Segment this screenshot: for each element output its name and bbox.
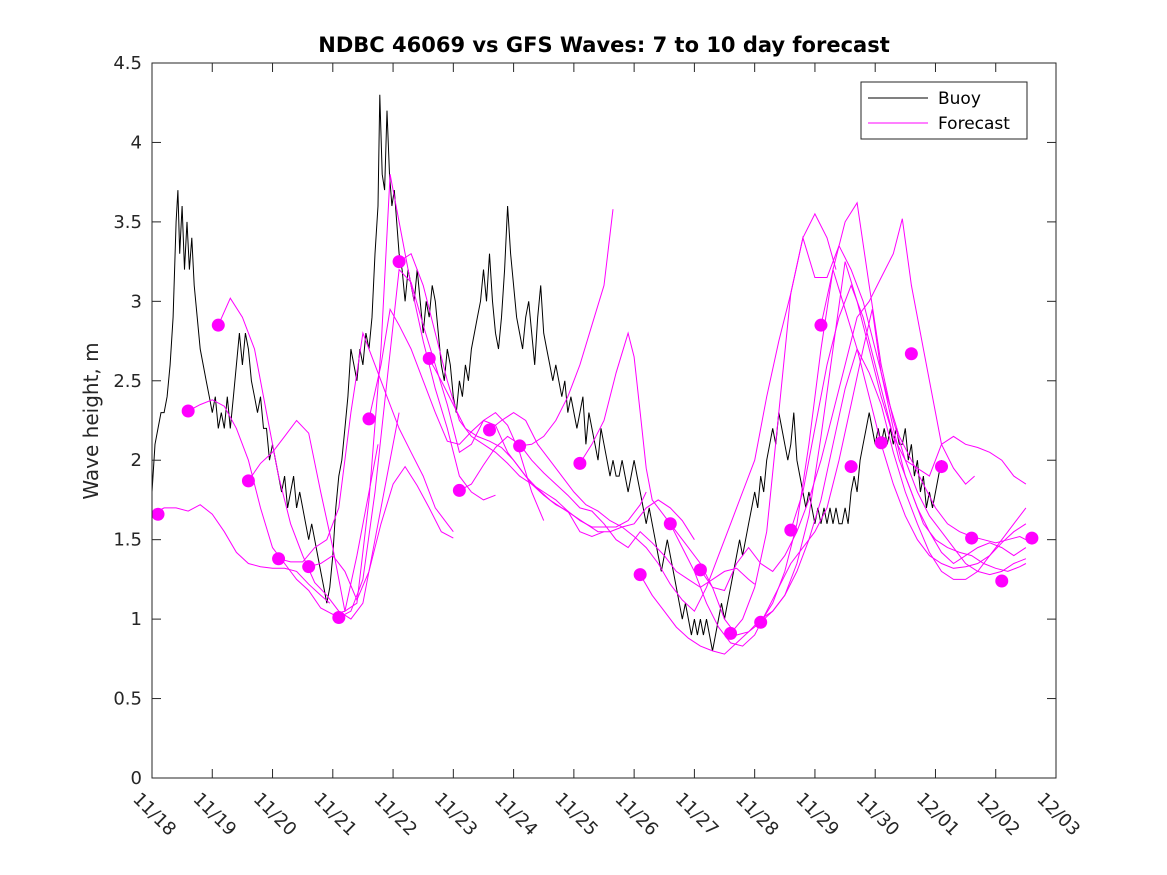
plot-area (151, 94, 1039, 655)
forecast-series-line-15 (639, 347, 1027, 655)
forecast-marker (482, 423, 496, 437)
forecast-series-line-18 (730, 235, 1027, 634)
forecast-series-line-12 (489, 212, 837, 613)
forecast-series-line-9 (398, 252, 647, 528)
forecast-series-line-4 (247, 174, 496, 613)
forecast-marker (965, 531, 979, 545)
forecast-marker (302, 560, 316, 574)
y-tick-label: 1 (131, 609, 142, 630)
forecast-marker (241, 474, 255, 488)
forecast-series-line-14 (579, 218, 975, 592)
forecast-marker (422, 352, 436, 366)
y-tick-label: 4.5 (113, 53, 142, 74)
forecast-series-line-8 (368, 307, 605, 538)
y-tick-label: 2 (131, 450, 142, 471)
forecast-series-line-21 (820, 267, 1027, 569)
y-tick-label: 3 (131, 291, 142, 312)
forecast-series-line-7 (338, 268, 545, 618)
forecast-marker (573, 456, 587, 470)
forecast-series-line-5 (278, 331, 454, 563)
forecast-series-line-2 (187, 399, 379, 615)
forecast-marker (633, 568, 647, 582)
forecast-marker (754, 615, 768, 629)
marker-layer (151, 255, 1039, 640)
forecast-series-line-13 (519, 209, 614, 447)
forecast-marker (814, 318, 828, 332)
series-layer (152, 94, 1027, 655)
y-tick-label: 2.5 (113, 371, 142, 392)
forecast-marker (272, 552, 286, 566)
axes-box (151, 62, 1057, 779)
legend-label-buoy: Buoy (938, 89, 981, 109)
forecast-marker (1025, 531, 1039, 545)
forecast-marker (784, 523, 798, 537)
forecast-marker (724, 626, 738, 640)
axes-layer (151, 62, 1057, 779)
y-tick-label: 3.5 (113, 212, 142, 233)
legend: Buoy Forecast (860, 81, 1028, 140)
forecast-marker (211, 318, 225, 332)
forecast-marker (844, 460, 858, 474)
forecast-marker (874, 436, 888, 450)
y-tick-label: 0 (131, 768, 142, 789)
forecast-marker (663, 517, 677, 531)
forecast-marker (332, 611, 346, 625)
forecast-marker (362, 412, 376, 426)
forecast-marker (693, 563, 707, 577)
forecast-marker (513, 439, 527, 453)
forecast-marker (392, 255, 406, 269)
forecast-series-line-16 (669, 309, 1027, 647)
forecast-series-line-1 (152, 504, 331, 604)
forecast-series-line-11 (459, 435, 756, 588)
legend-label-forecast: Forecast (938, 114, 1010, 134)
forecast-marker (181, 404, 195, 418)
forecast-series-line-6 (308, 465, 454, 602)
forecast-marker (934, 460, 948, 474)
y-axis-label: Wave height, m (79, 342, 103, 499)
legend-box (860, 81, 1028, 140)
forecast-marker (995, 574, 1009, 588)
forecast-series-line-10 (428, 358, 695, 540)
y-tick-label: 1.5 (113, 530, 142, 551)
y-tick-label: 4 (131, 132, 142, 153)
y-tick-label: 0.5 (113, 689, 142, 710)
forecast-marker (151, 507, 165, 521)
forecast-marker (452, 483, 466, 497)
forecast-series-line-20 (790, 283, 1027, 572)
forecast-series-line-17 (699, 201, 1027, 636)
chart-title: NDBC 46069 vs GFS Waves: 7 to 10 day for… (318, 33, 889, 57)
forecast-marker (904, 347, 918, 361)
